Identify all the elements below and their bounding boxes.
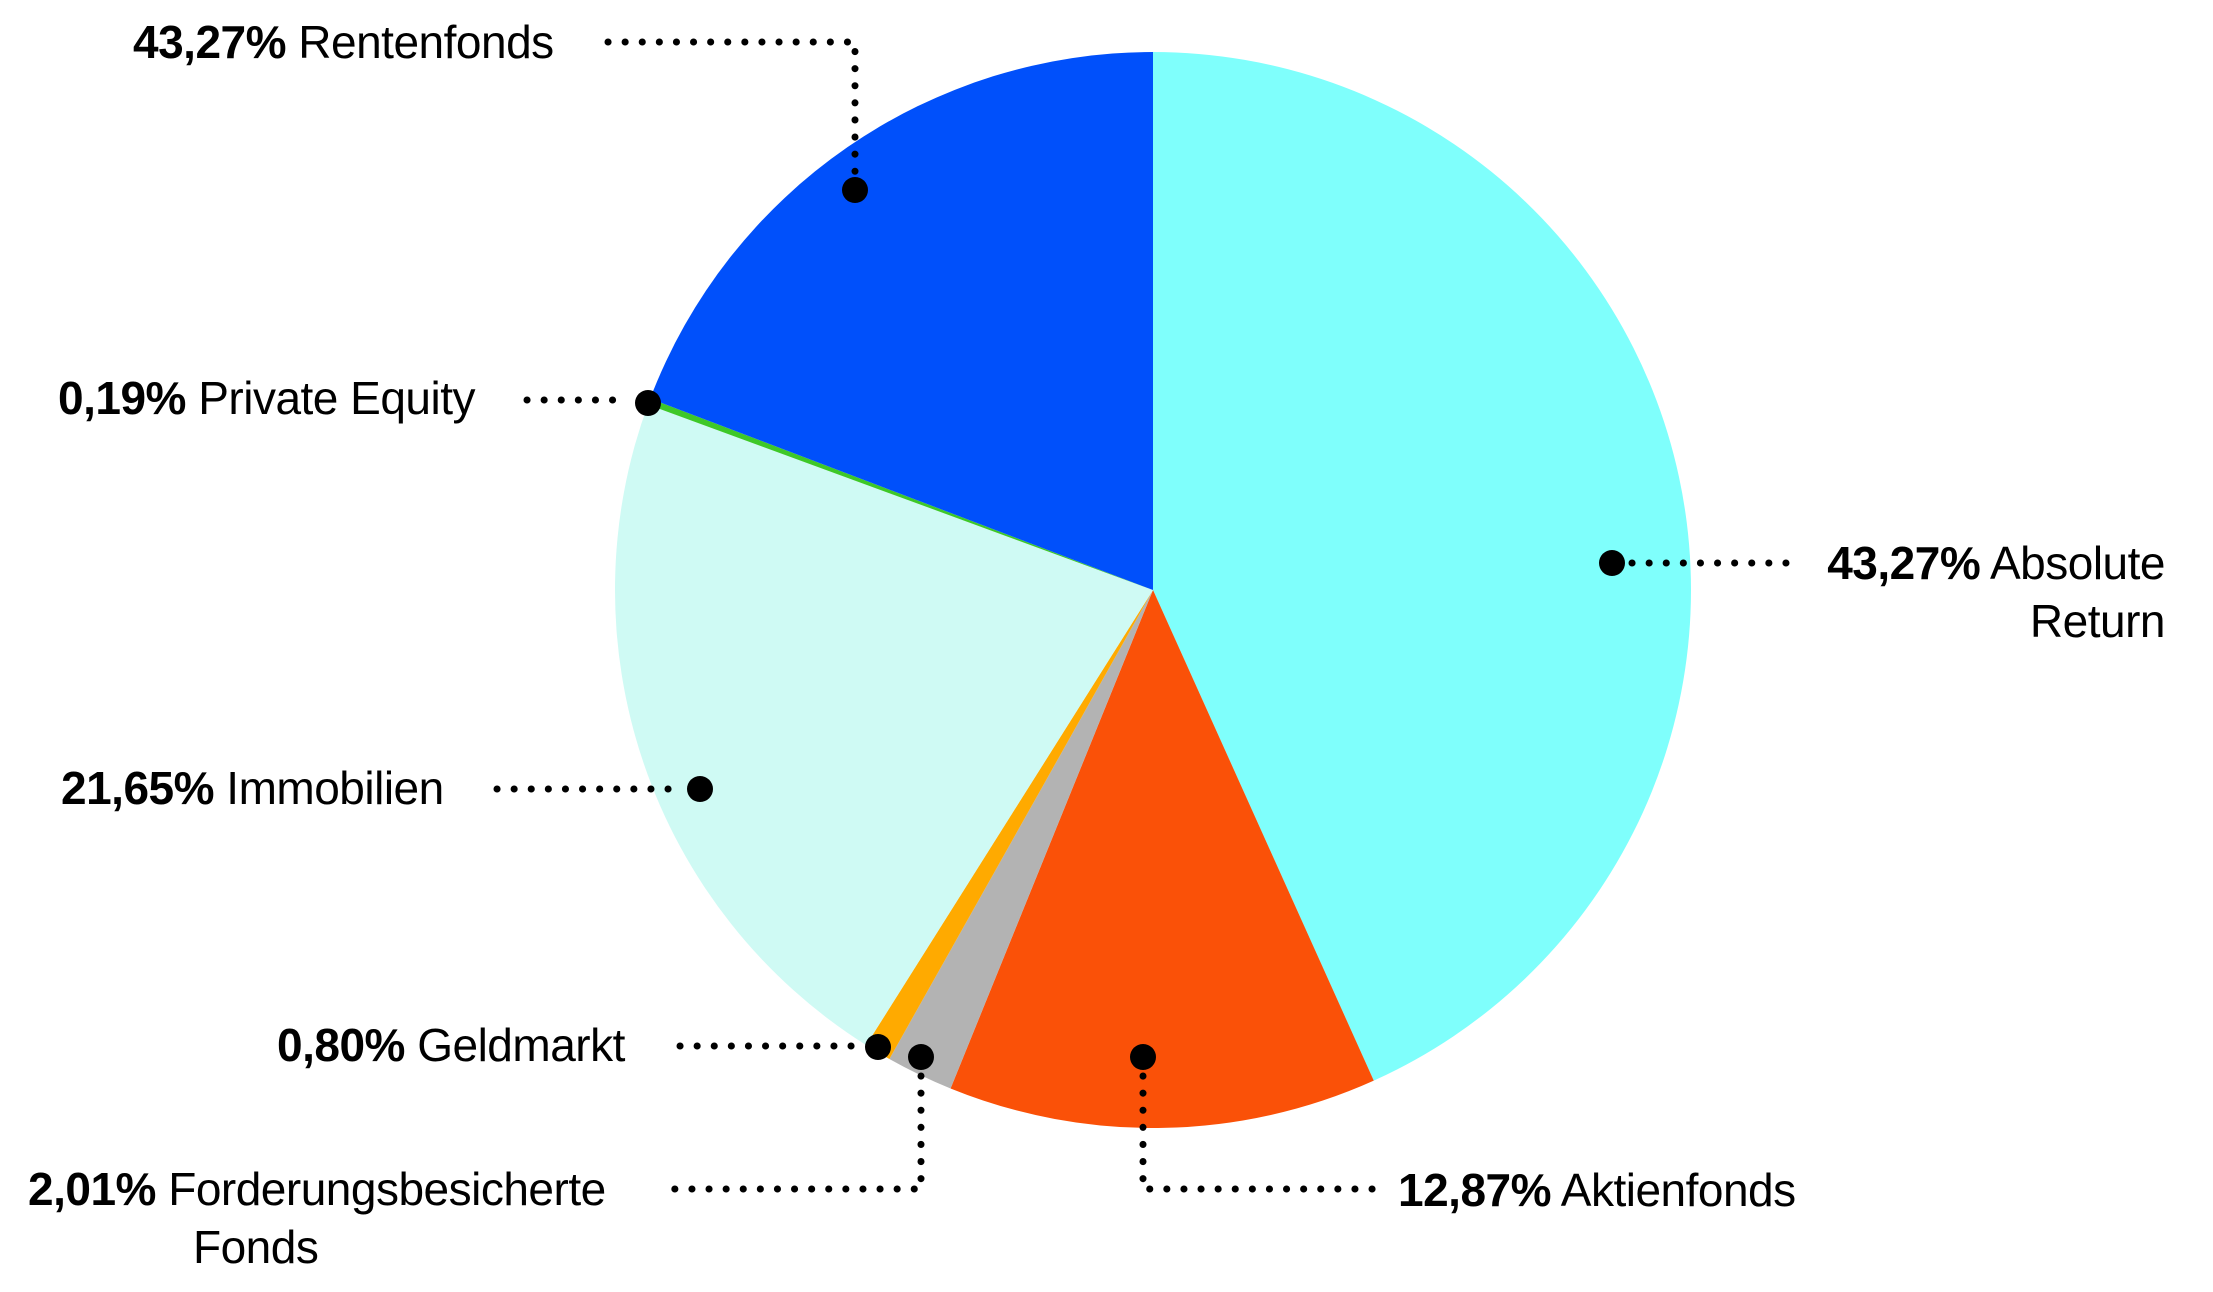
pie-slice-absolute-return xyxy=(1153,52,1691,1081)
absolute-return-pct: 43,27% xyxy=(1827,537,1981,589)
label-aktienfonds: 12,87% Aktienfonds xyxy=(1398,1161,1796,1219)
anchor-dot-geldmarkt xyxy=(865,1034,891,1060)
leader-forderungsbesicherte-fonds xyxy=(670,1072,925,1193)
label-immobilien: 21,65% Immobilien xyxy=(61,759,444,817)
callout-anchor-dots xyxy=(635,177,1625,1070)
anchor-dot-rentenfonds xyxy=(842,177,868,203)
pie-slices xyxy=(614,52,1691,1128)
label-absolute-return: 43,27% Absolute Return xyxy=(1827,534,2165,650)
leader-rentenfonds xyxy=(604,38,859,176)
pie-slice-geldmarkt xyxy=(866,590,1153,1059)
private-equity-pct: 0,19% xyxy=(58,372,186,424)
rentenfonds-pct: 43,27% xyxy=(133,16,287,68)
forderungsbesicherte-name-line2: Fonds xyxy=(193,1221,319,1273)
pie-slice-rentenfonds xyxy=(650,52,1153,590)
pie-slice-private-equity xyxy=(647,398,1153,590)
anchor-dot-private-equity xyxy=(635,390,661,416)
immobilien-pct: 21,65% xyxy=(61,762,215,814)
label-private-equity: 0,19% Private Equity xyxy=(58,369,476,427)
anchor-dot-immobilien xyxy=(687,776,713,802)
anchor-dot-forderungsbesicherte-fonds xyxy=(908,1044,934,1070)
absolute-return-name: Absolute xyxy=(1989,537,2166,589)
immobilien-name: Immobilien xyxy=(226,762,444,814)
rentenfonds-name: Rentenfonds xyxy=(298,16,554,68)
anchor-dot-aktienfonds xyxy=(1130,1044,1156,1070)
private-equity-name: Private Equity xyxy=(198,372,476,424)
label-rentenfonds: 43,27% Rentenfonds xyxy=(133,13,554,71)
pie-slice-aktienfonds xyxy=(950,590,1374,1128)
aktienfonds-pct: 12,87% xyxy=(1398,1164,1552,1216)
forderungsbesicherte-name: Forderungsbesicherte xyxy=(168,1163,606,1215)
pie-slice-immobilien xyxy=(614,404,1153,1046)
pie-slice-forderungsbesicherte-fonds xyxy=(889,590,1153,1089)
callout-leader-lines xyxy=(493,38,1799,1193)
absolute-return-name-line2: Return xyxy=(2029,595,2166,647)
label-forderungsbesicherte-fonds: 2,01% Forderungsbesicherte Fonds xyxy=(28,1160,606,1276)
forderungsbesicherte-pct: 2,01% xyxy=(28,1163,156,1215)
geldmarkt-pct: 0,80% xyxy=(277,1019,405,1071)
leader-aktienfonds xyxy=(1139,1072,1384,1193)
geldmarkt-name: Geldmarkt xyxy=(417,1019,625,1071)
aktienfonds-name: Aktienfonds xyxy=(1560,1164,1796,1216)
label-geldmarkt: 0,80% Geldmarkt xyxy=(277,1016,625,1074)
anchor-dot-absolute-return xyxy=(1599,550,1625,576)
